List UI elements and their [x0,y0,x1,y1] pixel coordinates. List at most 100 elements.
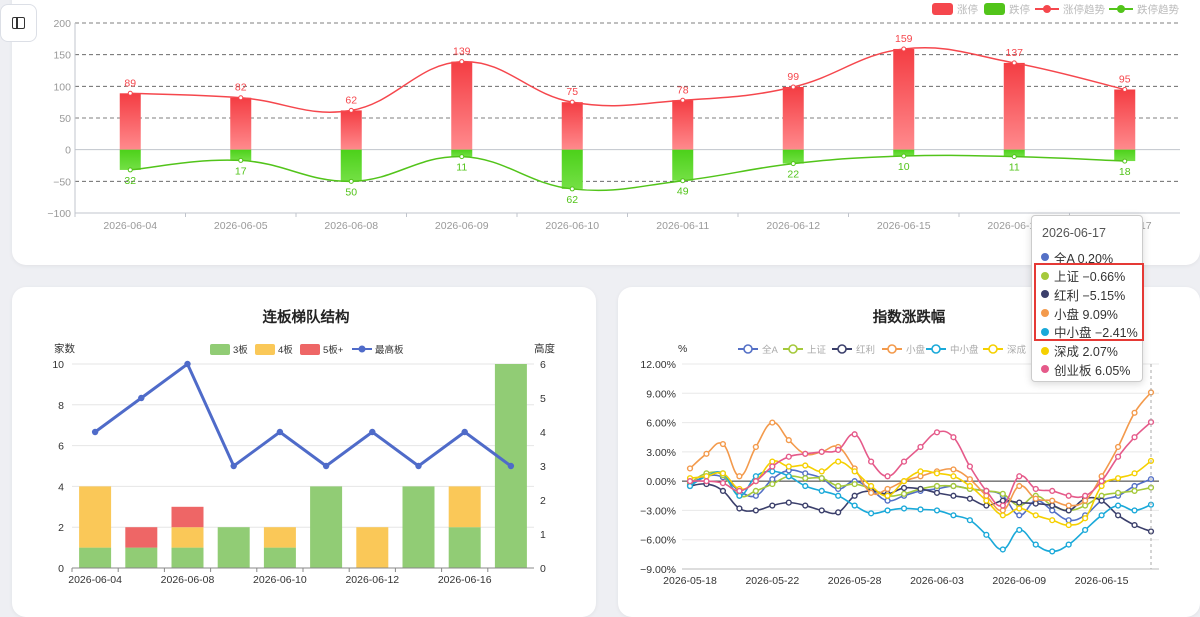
index-x-tick-label: 2026-06-15 [1075,575,1129,587]
ladder-max-height-point[interactable] [415,462,422,470]
index-series-point [1131,487,1138,495]
limit-down-bar[interactable] [561,149,583,189]
ladder-max-height-point[interactable] [461,428,468,436]
ladder-legend-swatch-dot[interactable] [358,345,366,353]
limit-up-value-label: 62 [345,94,357,106]
tooltip-dot-icon [1041,327,1049,336]
index-legend-label: 红利 [856,344,875,356]
ladder-bar-3ban[interactable] [79,547,112,568]
ladder-legend-swatch[interactable] [210,344,230,355]
limit-up-value-label: 75 [566,86,578,98]
limit-up-bar[interactable] [119,93,141,150]
ladder-bar-4ban[interactable] [448,486,481,528]
limit-down-bar[interactable] [230,149,252,161]
limit-legend-swatch-dot[interactable] [1043,5,1051,13]
index-series-point [999,512,1006,519]
limit-up-bar[interactable] [340,110,362,150]
limit-down-bar[interactable] [672,149,694,181]
limit-legend[interactable]: 涨停 跌停 涨停趋势 跌停趋势 [932,3,1179,16]
limit-down-bar[interactable] [451,149,473,157]
limit-legend-swatch[interactable] [932,3,953,15]
ladder-legend-swatch[interactable] [255,344,275,355]
index-legend-swatch-dot[interactable] [988,344,998,354]
tooltip-value: 中小盘 −2.41% [1054,326,1138,341]
ladder-max-height-point[interactable] [138,394,145,402]
limit-up-bar[interactable] [230,97,252,150]
limit-down-value-label: 10 [898,161,910,173]
index-legend-swatch-dot[interactable] [887,344,897,354]
limit-up-bar[interactable] [451,61,473,150]
limit-up-trend-point [1011,60,1017,66]
limit-up-bar[interactable] [893,48,915,150]
ladder-max-height-point[interactable] [276,428,284,436]
tooltip-value: 全A 0.20% [1054,251,1114,266]
index-ylabel: % [678,343,687,355]
ladder-bar-3ban[interactable] [125,547,158,568]
limit-down-bar[interactable] [1114,149,1136,162]
index-legend-swatch-dot[interactable] [743,344,753,354]
limit-up-bar[interactable] [672,100,694,150]
index-series-point [851,480,858,488]
limit-up-bar[interactable] [782,86,804,150]
limit-legend-swatch[interactable] [984,3,1005,15]
ladder-bar-3ban[interactable] [402,486,435,568]
tooltip-value: 小盘 9.09% [1054,307,1118,322]
index-y-tick-label: 9.00% [646,388,676,400]
ladder-bar-5ban-plus[interactable] [171,506,204,528]
ladder-bar-4ban[interactable] [79,486,112,548]
ladder-x-tick-label: 2026-06-04 [68,574,122,586]
index-series-point [966,476,973,483]
index-series-point [686,482,694,490]
index-series-point [884,485,891,493]
ladder-bar-4ban[interactable] [171,527,204,548]
ladder-max-height-point[interactable] [184,360,191,368]
ladder-max-height-point[interactable] [91,428,99,436]
ladder-max-height-point[interactable] [230,462,237,470]
index-series-point [703,450,710,457]
index-series-point [900,458,908,465]
ladder-max-height-point[interactable] [369,428,376,436]
ladder-bar-3ban[interactable] [448,527,481,568]
ladder-max-height-point[interactable] [322,462,330,470]
limit-down-trend-point [569,186,575,192]
limit-up-bar[interactable] [1003,62,1025,150]
ladder-bar-3ban[interactable] [310,486,343,568]
ladder-bar-4ban[interactable] [356,527,389,568]
index-legend-swatch-dot[interactable] [837,344,847,354]
limit-up-trend-point [901,46,907,52]
sidebar-toggle-button[interactable] [0,4,37,42]
ladder-bar-3ban[interactable] [171,547,204,568]
limit-down-bar[interactable] [1003,149,1025,157]
limit-x-tick-label: 2026-06-16 [987,220,1041,232]
index-series-point [752,478,759,485]
index-legend-swatch-dot[interactable] [788,344,798,354]
index-series-point [785,473,792,480]
ladder-bar-4ban[interactable] [263,527,296,548]
ladder-ylabel-left: 家数 [54,342,75,355]
index-series-point [966,517,973,524]
limit-down-bar[interactable] [119,149,141,170]
index-legend-swatch-dot[interactable] [931,344,941,354]
limit-up-bar[interactable] [1114,89,1136,150]
limit-legend-swatch-dot[interactable] [1117,5,1125,13]
index-series-point [999,507,1006,514]
ladder-bar-3ban[interactable] [263,547,296,568]
index-series-point [933,482,941,490]
limit-updown-card: 89 82 62 139 75 78 99 159 137 95 32 17 50 11 62 49 22 10 1… [12,0,1200,265]
index-series-point [917,473,924,480]
ladder-bar-5ban-plus[interactable] [125,527,158,548]
limit-down-bar[interactable] [340,149,362,182]
index-legend[interactable]: 全A 上证 红利 小盘 中小盘 深成 [738,344,1027,356]
ladder-legend[interactable]: 3板 4板 5板+ 最高板 [210,344,404,356]
ladder-bar-3ban[interactable] [217,527,250,568]
tooltip-dot-icon [1041,271,1049,280]
index-y-tick-label: −3.00% [640,505,676,517]
ladder-max-height-point[interactable] [507,462,515,470]
limit-down-bar[interactable] [782,149,804,164]
ladder-legend-swatch[interactable] [300,344,320,355]
index-series-point [719,487,727,495]
index-series-point [802,450,809,457]
limit-down-trend-point [680,178,686,184]
limit-down-bar[interactable] [893,149,915,156]
limit-up-bar[interactable] [561,102,583,150]
